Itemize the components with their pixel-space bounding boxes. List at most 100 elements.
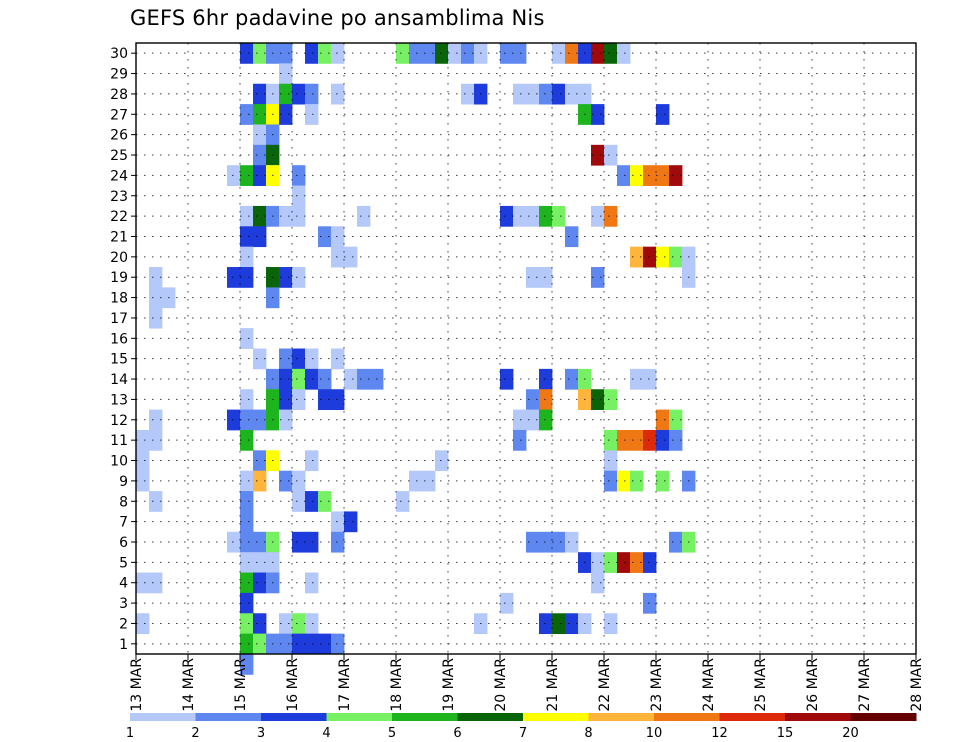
heatmap-cell — [500, 43, 514, 64]
heatmap-cell — [253, 144, 267, 166]
legend-label: 20 — [842, 726, 859, 741]
heatmap-cell — [526, 267, 540, 288]
legend-swatch — [326, 713, 393, 721]
heatmap-cell — [630, 429, 644, 451]
heatmap-cell — [357, 368, 371, 390]
y-tick-label: 27 — [110, 107, 128, 123]
heatmap-cell — [526, 389, 540, 410]
heatmap-cell — [331, 83, 345, 105]
legend-swatch — [195, 713, 262, 721]
heatmap-cell — [500, 592, 514, 614]
heatmap-cell — [253, 552, 267, 573]
heatmap-cell — [292, 267, 306, 288]
heatmap-cell — [240, 246, 254, 268]
legend-label: 6 — [453, 726, 461, 741]
heatmap-cell — [617, 429, 631, 451]
heatmap-cell — [305, 104, 319, 125]
heatmap-cell — [279, 470, 293, 492]
heatmap-cell — [643, 429, 657, 451]
heatmap-cell — [305, 633, 319, 655]
legend-swatch — [261, 713, 327, 721]
y-tick-label: 24 — [110, 168, 128, 184]
heatmap-cell — [292, 348, 306, 370]
heatmap-cell — [240, 572, 254, 594]
heatmap-cell — [552, 83, 566, 105]
heatmap-cell — [253, 124, 267, 146]
heatmap-cell — [279, 63, 293, 85]
heatmap-cell — [344, 511, 358, 533]
y-tick-label: 17 — [110, 311, 128, 327]
heatmap-cell — [552, 43, 566, 64]
heatmap-cell — [591, 104, 605, 125]
heatmap-cell — [396, 491, 410, 512]
heatmap-cell — [305, 491, 319, 512]
heatmap-cell — [279, 104, 293, 125]
heatmap-cell — [253, 450, 267, 472]
heatmap-cell — [253, 226, 267, 248]
heatmap-cell — [318, 633, 332, 655]
heatmap-cell — [331, 389, 345, 410]
plot-frame — [135, 42, 917, 655]
x-tick-label: 25 MAR — [753, 658, 769, 712]
y-tick-label: 7 — [119, 515, 128, 531]
heatmap-cell — [500, 205, 514, 227]
heatmap-cell — [279, 368, 293, 390]
heatmap-cell — [409, 43, 423, 64]
heatmap-cell — [227, 409, 241, 431]
heatmap-cell — [253, 83, 267, 105]
heatmap-cell — [279, 205, 293, 227]
heatmap-cell — [149, 491, 163, 512]
heatmap-cell — [539, 205, 553, 227]
heatmap-cell — [149, 267, 163, 288]
heatmap-cell — [656, 165, 670, 186]
heatmap-cell — [669, 409, 683, 431]
y-tick-label: 18 — [110, 291, 128, 307]
heatmap-cell — [604, 205, 618, 227]
heatmap-cell — [240, 165, 254, 186]
heatmap-cell — [565, 531, 579, 553]
heatmap-cell — [240, 429, 254, 451]
heatmap-cell — [292, 389, 306, 410]
heatmap-cell — [591, 267, 605, 288]
heatmap-cell — [604, 613, 618, 635]
heatmap-cell — [565, 43, 579, 64]
x-axis: 13 MAR 14 MAR 15 MAR 16 MAR 17 MAR 18 MAR 19 M… — [129, 654, 925, 712]
heatmap-cell — [305, 450, 319, 472]
heatmap-cell — [240, 104, 254, 125]
heatmap-cell — [539, 531, 553, 553]
heatmap-cell — [240, 654, 254, 675]
heatmap-cell — [279, 409, 293, 431]
heatmap-cell — [331, 226, 345, 248]
y-tick-label: 23 — [110, 189, 128, 205]
heatmap-cell — [279, 389, 293, 410]
heatmap-cell — [292, 83, 306, 105]
heatmap-cell — [539, 613, 553, 635]
y-tick-label: 14 — [110, 372, 128, 388]
heatmap-cell — [240, 633, 254, 655]
heatmap-cell — [643, 552, 657, 573]
heatmap-cell — [526, 531, 540, 553]
heatmap-cell — [136, 429, 150, 451]
heatmap-cell — [149, 307, 163, 329]
heatmap-cell — [656, 409, 670, 431]
y-tick-label: 15 — [110, 352, 128, 368]
y-axis: 1234567891011121314151617181920212223242… — [110, 46, 136, 653]
heatmap-cell — [279, 348, 293, 370]
y-tick-label: 16 — [110, 331, 128, 347]
heatmap-cell — [591, 572, 605, 594]
heatmap-cell — [292, 491, 306, 512]
heatmap-cell — [318, 389, 332, 410]
heatmap-cell — [240, 592, 254, 614]
x-tick-label: 13 MAR — [129, 658, 145, 712]
heatmap-cell — [422, 470, 436, 492]
heatmap-cell — [292, 205, 306, 227]
heatmap-cell — [526, 205, 540, 227]
x-tick-label: 16 MAR — [285, 658, 301, 712]
heatmap-cell — [617, 43, 631, 64]
legend-label: 12 — [711, 726, 728, 741]
heatmap-cell — [292, 165, 306, 186]
heatmap-cell — [643, 592, 657, 614]
y-tick-label: 9 — [119, 474, 128, 490]
